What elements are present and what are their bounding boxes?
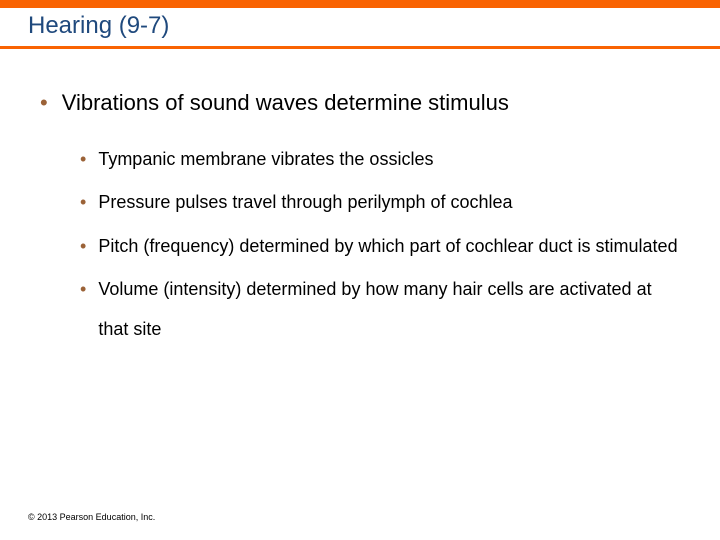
- title-area: Hearing (9-7): [0, 8, 720, 46]
- bullet-level2: • Pitch (frequency) determined by which …: [80, 227, 680, 267]
- top-accent-bar: [0, 0, 720, 8]
- bullet-level2: • Pressure pulses travel through perilym…: [80, 183, 680, 223]
- bullet-text: Volume (intensity) determined by how man…: [98, 270, 680, 349]
- bullet-marker: •: [80, 227, 86, 267]
- bullet-text: Pressure pulses travel through perilymph…: [98, 183, 512, 223]
- bullet-marker: •: [80, 270, 86, 310]
- bullet-marker: •: [80, 140, 86, 180]
- copyright-text: © 2013 Pearson Education, Inc.: [28, 512, 155, 522]
- bullet-text: Pitch (frequency) determined by which pa…: [98, 227, 677, 267]
- bullet-text: Vibrations of sound waves determine stim…: [62, 89, 509, 118]
- content-area: • Vibrations of sound waves determine st…: [0, 49, 720, 350]
- bullet-marker: •: [80, 183, 86, 223]
- bullet-level1: • Vibrations of sound waves determine st…: [40, 89, 680, 118]
- bullet-level2: • Tympanic membrane vibrates the ossicle…: [80, 140, 680, 180]
- bullet-level2: • Volume (intensity) determined by how m…: [80, 270, 680, 349]
- slide-title: Hearing (9-7): [28, 12, 720, 40]
- bullet-marker: •: [40, 89, 48, 118]
- bullet-text: Tympanic membrane vibrates the ossicles: [98, 140, 433, 180]
